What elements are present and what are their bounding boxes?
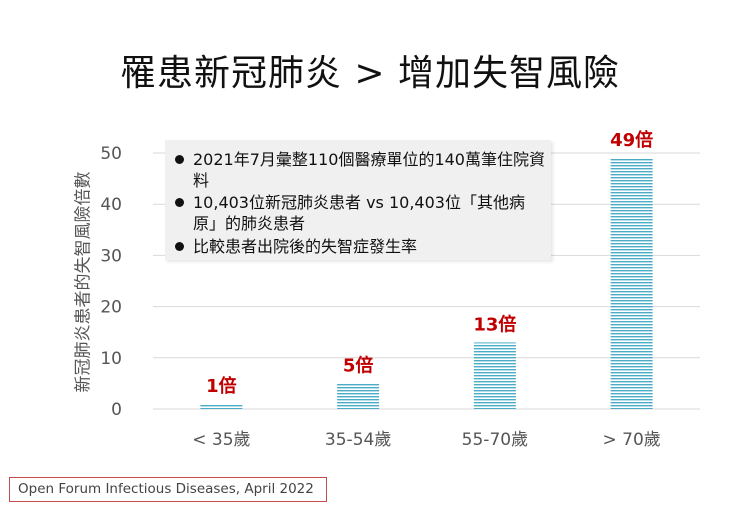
y-tick-label: 0 — [111, 400, 122, 420]
bar — [473, 342, 516, 409]
data-label: 1倍 — [206, 375, 237, 397]
y-tick-label: 40 — [100, 195, 122, 215]
x-category-label: < 35歲 — [192, 430, 250, 450]
bar — [610, 158, 653, 409]
y-tick-label: 50 — [100, 144, 122, 164]
bullet-icon — [175, 155, 184, 164]
data-label: 49倍 — [610, 129, 653, 151]
x-category-label: > 70歲 — [602, 430, 660, 450]
data-labels: 1倍 5倍 13倍 49倍 — [206, 129, 653, 397]
x-category-label: 55-70歲 — [462, 430, 528, 450]
info-box: 2021年7月彙整110個醫療單位的140萬筆住院資料 10,403位新冠肺炎患… — [165, 140, 551, 260]
note-text: 10,403位新冠肺炎患者 vs 10,403位「其他病原」的肺炎患者 — [193, 193, 525, 233]
y-axis-title: 新冠肺炎患者的失智風險倍數 — [73, 171, 94, 393]
y-axis-ticks: 0 10 20 30 40 50 — [100, 144, 122, 420]
bar — [337, 383, 380, 409]
bullet-icon — [175, 198, 184, 207]
slide-title: 罹患新冠肺炎 > 增加失智風險 — [119, 53, 621, 94]
note-text: 比較患者出院後的失智症發生率 — [193, 237, 418, 256]
note-text: 2021年7月彙整110個醫療單位的140萬筆住院資料 — [193, 150, 545, 190]
bar — [200, 403, 243, 409]
x-category-label: 35-54歲 — [325, 430, 391, 450]
bullet-icon — [175, 242, 184, 251]
data-label: 5倍 — [343, 354, 374, 376]
y-tick-label: 10 — [100, 349, 122, 369]
data-label: 13倍 — [473, 313, 516, 335]
y-tick-label: 30 — [100, 246, 122, 266]
bars — [200, 158, 653, 409]
source-citation: Open Forum Infectious Diseases, April 20… — [9, 477, 327, 502]
y-tick-label: 20 — [100, 298, 122, 318]
x-axis-categories: < 35歲 35-54歲 55-70歲 > 70歲 — [192, 430, 661, 450]
